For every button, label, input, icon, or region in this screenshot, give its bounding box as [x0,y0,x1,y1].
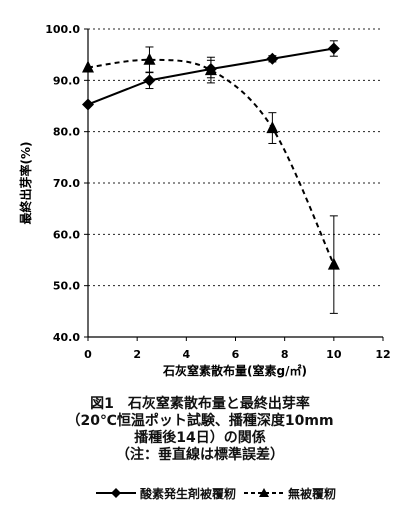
x-axis-label: 石灰窒素散布量(窒素g/㎡) [162,363,307,378]
legend: 酸素発生剤被覆籾 無被覆籾 [96,484,344,502]
legend-swatch-solid-diamond [96,488,136,498]
y-tick-label-2: 60.0 [53,228,80,241]
y-ticks: 40.0 50.0 60.0 70.0 80.0 90.0 100.0 [45,23,88,344]
y-tick-label-3: 70.0 [53,177,80,190]
data-point-diamond-1 [143,74,156,87]
y-tick-label-0: 40.0 [53,331,80,344]
x-tick-label-1: 2 [133,348,141,361]
legend-label-uncoated: 無被覆籾 [288,486,337,501]
data-point-triangle-0 [82,60,94,73]
data-point-diamond-0 [82,98,94,111]
x-tick-label-3: 6 [232,348,240,361]
legend-item-uncoated: 無被覆籾 [244,485,336,502]
x-tick-label-5: 10 [326,348,342,361]
data-point-triangle-2 [204,63,217,76]
data-point-triangle-3 [266,121,279,134]
y-tick-label-5: 90.0 [53,74,80,87]
y-tick-label-4: 80.0 [53,126,80,139]
legend-item-coated: 酸素発生剤被覆籾 [96,485,236,502]
x-tick-label-0: 0 [84,348,92,361]
x-tick-label-6: 12 [375,348,390,361]
y-tick-label-1: 50.0 [53,280,80,293]
x-ticks: 0 2 4 6 8 10 12 [84,337,391,361]
series-layer [82,40,340,314]
legend-swatch-dashed-triangle [244,488,285,497]
data-point-triangle-4 [327,257,340,270]
caption-title: 図1 石灰窒素散布量と最終出芽率 [90,396,310,412]
data-point-triangle-1 [143,52,156,65]
y-tick-label-6: 100.0 [45,23,80,36]
caption-line-3: 播種後14日）の関係 [134,430,266,446]
x-tick-label-4: 8 [281,348,289,361]
data-point-diamond-4 [327,42,340,55]
y-axis-label: 最終出芽率(%) [18,142,33,225]
gridlines [88,28,383,287]
legend-label-coated: 酸素発生剤被覆籾 [140,486,237,501]
caption-note: （注：垂直線は標準誤差） [116,447,284,463]
caption-line-2: （20℃恒温ポット試験、播種深度10mm [66,413,334,429]
data-point-diamond-3 [266,52,279,65]
series-line-1 [87,58,335,266]
x-tick-label-2: 4 [183,348,191,361]
